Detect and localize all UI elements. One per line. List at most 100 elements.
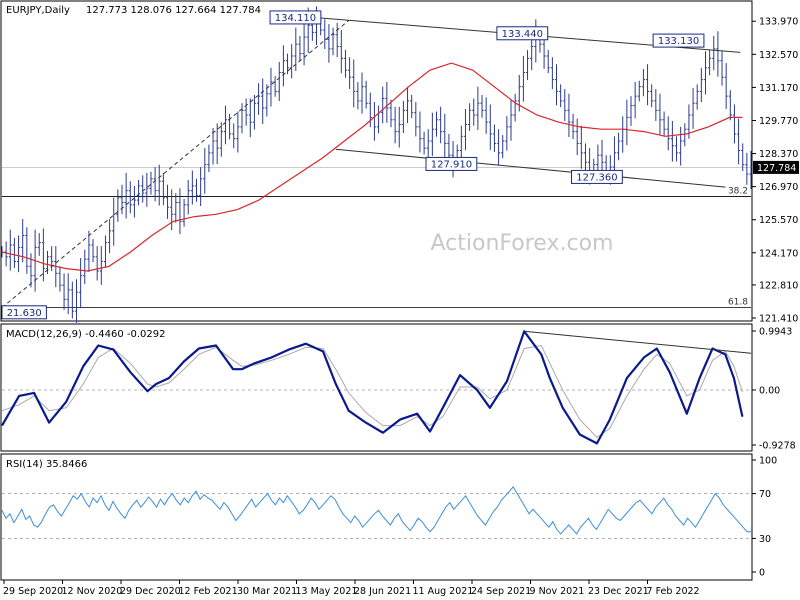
uptrend-line [1, 20, 349, 308]
price-bar [145, 172, 149, 207]
fib-level-label: 61.8 [728, 298, 748, 308]
price-bar [459, 125, 463, 161]
fib-level-label: 38.2 [728, 187, 748, 197]
moving-average-line [1, 62, 743, 272]
price-bar [695, 84, 699, 110]
price-annotation-label: 133.130 [658, 36, 699, 47]
price-bar [550, 57, 554, 90]
price-tick-label: 125.570 [759, 215, 798, 226]
price-bar [302, 24, 306, 66]
price-bar [277, 61, 281, 101]
price-annotation-label: 133.440 [502, 29, 543, 40]
channel-lower-line [335, 148, 726, 188]
price-bar [161, 172, 165, 206]
price-bar [256, 83, 261, 115]
current-price-tag [753, 160, 799, 174]
price-bar [186, 180, 190, 215]
price-tick-label: 129.770 [759, 116, 798, 127]
price-tick-label: 132.570 [759, 50, 798, 61]
price-bar [124, 172, 128, 219]
price-bar [236, 111, 240, 153]
price-bar [12, 237, 17, 268]
price-annotation-label: 127.910 [431, 159, 472, 170]
price-bar [265, 84, 269, 117]
price-bar [352, 59, 356, 108]
price-bar [488, 104, 492, 150]
price-bar [87, 230, 91, 272]
price-bar [579, 125, 583, 169]
price-bar [443, 113, 447, 160]
macd-tick-label: 0.00 [759, 385, 780, 396]
price-bar [356, 81, 360, 110]
price-bar [327, 24, 331, 63]
price-bar [393, 106, 397, 144]
price-bar [434, 111, 439, 137]
macd-signal-line [1, 344, 743, 439]
macd-line [1, 330, 744, 445]
rsi-line [1, 486, 752, 535]
price-bar [83, 249, 87, 285]
price-panel-frame [0, 0, 753, 322]
price-bar [107, 219, 112, 254]
price-bar [683, 123, 687, 147]
price-bar [521, 55, 526, 102]
price-bar [616, 132, 621, 161]
price-bar [136, 180, 141, 206]
x-tick-label: 29 Dec 2020 [120, 586, 181, 597]
price-bar [261, 78, 265, 124]
macd-tick-label: 0.9943 [759, 327, 792, 338]
price-bar [194, 178, 199, 202]
watermark: ActionForex.com [431, 231, 614, 256]
price-tick-label: 128.370 [759, 149, 798, 160]
price-bar [712, 35, 716, 71]
price-bar [662, 111, 666, 137]
price-bar [720, 51, 724, 86]
price-bar [513, 93, 517, 122]
price-bar [141, 175, 145, 203]
price-bar [525, 50, 530, 80]
price-bar [439, 106, 443, 144]
price-bar [240, 103, 244, 134]
price-bar [674, 136, 679, 162]
price-bar [252, 94, 257, 130]
price-bar [41, 228, 45, 282]
price-bar [414, 102, 418, 137]
price-bar [666, 116, 670, 151]
price-bar [691, 87, 695, 129]
price-bar [91, 239, 95, 263]
price-bar [153, 167, 157, 202]
price-bar [563, 89, 567, 121]
price-tick-label: 121.410 [759, 314, 798, 325]
price-bar [174, 193, 178, 223]
price-bar [8, 229, 12, 271]
price-bar [74, 279, 79, 323]
price-bar [430, 112, 434, 156]
price-bar [633, 81, 637, 119]
price-bar [16, 235, 21, 273]
price-bar [70, 281, 74, 319]
rsi-tick-label: 0 [759, 568, 765, 579]
price-bar [559, 84, 563, 108]
price-bar [116, 189, 120, 222]
price-bar [426, 129, 430, 159]
price-bar [496, 129, 501, 166]
price-bar [132, 185, 137, 218]
price-header-symbol: EURJPY,Daily [6, 5, 70, 16]
price-bar [728, 90, 732, 121]
price-bar [149, 171, 153, 195]
price-bar [66, 273, 70, 315]
x-tick-label: 13 May 2021 [296, 586, 358, 597]
price-bar [269, 67, 273, 107]
price-bar [405, 86, 410, 124]
price-bar [410, 94, 414, 118]
price-bar [699, 67, 703, 103]
price-bar [298, 35, 302, 62]
price-bar [360, 72, 364, 114]
price-bar [571, 113, 575, 140]
price-annotation: 127.360 [571, 169, 623, 184]
price-bar [654, 89, 658, 121]
x-tick-label: 7 Feb 2022 [647, 586, 700, 597]
rsi-tick-label: 30 [759, 534, 771, 545]
price-bar [248, 98, 252, 138]
rsi-tick-label: 70 [759, 489, 771, 500]
